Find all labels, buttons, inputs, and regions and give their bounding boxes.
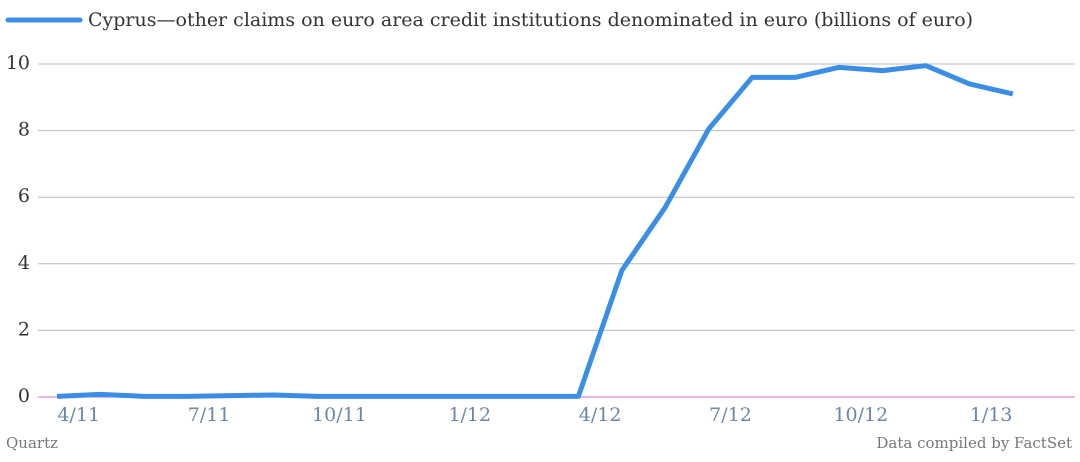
y-tick-label: 10	[6, 52, 30, 74]
y-tick-label: 2	[18, 318, 30, 340]
y-tick-label: 8	[18, 119, 30, 141]
data-line	[56, 63, 1014, 399]
x-tick-label: 7/11	[188, 404, 231, 426]
x-tick-label: 4/11	[57, 404, 100, 426]
source: Data compiled by FactSet	[876, 434, 1072, 452]
y-tick-label: 4	[18, 252, 30, 274]
y-tick-label: 0	[18, 385, 30, 407]
credit: Quartz	[6, 434, 58, 452]
x-tick-label: 7/12	[709, 404, 752, 426]
x-tick-label: 10/11	[312, 404, 367, 426]
legend-label: Cyprus—other claims on euro area credit …	[88, 9, 973, 31]
y-tick-label: 6	[18, 185, 30, 207]
x-tick-label: 10/12	[833, 404, 888, 426]
x-tick-label: 1/12	[448, 404, 491, 426]
x-tick-label: 1/13	[970, 404, 1013, 426]
x-tick-label: 4/12	[579, 404, 622, 426]
